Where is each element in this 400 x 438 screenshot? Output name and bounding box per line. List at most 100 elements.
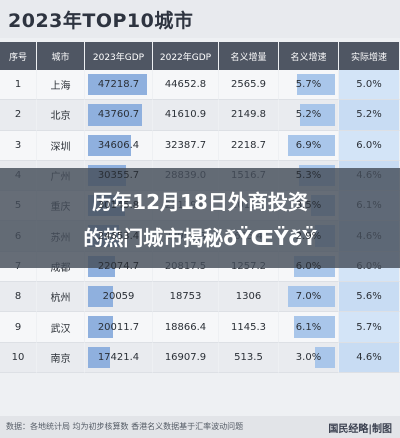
cell-nominal-increase: 513.5 xyxy=(219,342,279,373)
cell-nominal-increase-text: 2218.7 xyxy=(231,139,266,151)
cell-nominal-growth: 3.0% xyxy=(279,342,339,373)
growth-bar xyxy=(294,316,335,338)
cell-real-growth: 4.6% xyxy=(339,342,400,373)
cell-nominal-increase: 1306 xyxy=(219,282,279,313)
cell-real-growth: 6.0% xyxy=(339,130,400,161)
cell-real-growth-text: 6.0% xyxy=(356,139,382,151)
table-row: 8 杭州 20059 18753 1306 7.0% 5.6% xyxy=(0,282,400,313)
cell-nominal-increase: 2565.9 xyxy=(219,70,279,101)
cell-rank-text: 1 xyxy=(14,79,22,91)
cell-gdp2023-text: 22074.7 xyxy=(97,260,140,272)
cell-rank: 8 xyxy=(0,282,37,313)
cell-real-growth-text: 4.6% xyxy=(356,351,382,363)
cell-rank-text: 3 xyxy=(14,139,22,151)
cell-rank-text: 9 xyxy=(14,321,22,333)
cell-gdp2023: 17421.4 xyxy=(85,342,153,373)
cell-real-growth-text: 5.7% xyxy=(356,321,382,333)
cell-gdp2023: 43760.7 xyxy=(85,100,153,131)
headline-line-2: 的热门城市揭秘ðŸŒŸðŸ xyxy=(83,226,317,250)
gdp-bar xyxy=(88,134,131,156)
headline-overlay: 历年12月18日外商投资 的热门城市揭秘ðŸŒŸðŸ xyxy=(0,168,400,268)
cell-gdp2023-text: 34606.4 xyxy=(97,139,140,151)
cell-rank: 1 xyxy=(0,70,37,101)
page-title: 2023年TOP10城市 xyxy=(8,10,194,32)
cell-city-text: 成都 xyxy=(50,262,71,274)
cell-nominal-growth-text: 5.2% xyxy=(295,109,322,121)
cell-city-text: 南京 xyxy=(50,353,71,365)
brand-mark: 国民经略|制图 xyxy=(328,424,392,435)
cell-rank: 9 xyxy=(0,312,37,343)
cell-nominal-growth-text: 6.9% xyxy=(295,139,322,151)
cell-gdp2023-text: 43760.7 xyxy=(97,109,140,121)
growth-bar xyxy=(297,74,335,96)
cell-gdp2022-text: 18753 xyxy=(169,291,202,303)
growth-bar xyxy=(288,286,335,308)
cell-rank-text: 10 xyxy=(11,351,25,363)
cell-gdp2022: 18866.4 xyxy=(153,312,219,343)
cell-nominal-growth-text: 7.0% xyxy=(295,291,322,303)
header-gdp2022: 2022年GDP xyxy=(153,42,219,70)
cell-real-growth-text: 5.2% xyxy=(356,109,382,121)
cell-gdp2023: 47218.7 xyxy=(85,70,153,101)
cell-gdp2023: 20059 xyxy=(85,282,153,313)
table-row: 2 北京 43760.7 41610.9 2149.8 5.2% 5.2% xyxy=(0,100,400,131)
cell-gdp2022-text: 18866.4 xyxy=(164,321,207,333)
cell-real-growth-text: 5.0% xyxy=(356,79,382,91)
cell-nominal-increase-text: 1306 xyxy=(235,291,262,303)
cell-real-growth-text: 5.6% xyxy=(356,291,382,303)
table-row: 9 武汉 20011.7 18866.4 1145.3 6.1% 5.7% xyxy=(0,312,400,343)
table-row: 1 上海 47218.7 44652.8 2565.9 5.7% 5.0% xyxy=(0,70,400,101)
cell-nominal-increase: 2218.7 xyxy=(219,130,279,161)
cell-city: 上海 xyxy=(37,70,85,101)
source-note: 数据：各地统计局 均为初步核算数 香港名义数据基于汇率波动问题 xyxy=(6,422,244,431)
cell-nominal-growth: 7.0% xyxy=(279,282,339,313)
header-nominal-growth: 名义增速 xyxy=(279,42,339,70)
cell-gdp2023-text: 47218.7 xyxy=(97,79,140,91)
cell-rank-text: 8 xyxy=(14,291,22,303)
cell-gdp2022: 16907.9 xyxy=(153,342,219,373)
cell-real-growth: 5.7% xyxy=(339,312,400,343)
growth-bar xyxy=(300,104,335,126)
cell-real-growth: 5.2% xyxy=(339,100,400,131)
cell-city: 武汉 xyxy=(37,312,85,343)
cell-gdp2022-text: 44652.8 xyxy=(164,79,207,91)
cell-nominal-growth: 5.2% xyxy=(279,100,339,131)
header-rank: 序号 xyxy=(0,42,37,70)
cell-gdp2023-text: 30145.8 xyxy=(97,200,140,212)
cell-rank: 2 xyxy=(0,100,37,131)
headline-line-1: 历年12月18日外商投资 xyxy=(92,190,308,214)
header-nominal-increase: 名义增量 xyxy=(219,42,279,70)
cell-nominal-growth: 6.9% xyxy=(279,130,339,161)
title-bar: 2023年TOP10城市 xyxy=(0,0,400,38)
cell-nominal-increase: 1145.3 xyxy=(219,312,279,343)
cell-gdp2022: 44652.8 xyxy=(153,70,219,101)
header-real-growth: 实际增速 xyxy=(339,42,400,70)
gdp-bar xyxy=(88,346,110,368)
cell-city: 杭州 xyxy=(37,282,85,313)
cell-nominal-increase-text: 2565.9 xyxy=(231,79,266,91)
cell-city-text: 武汉 xyxy=(50,323,71,335)
cell-gdp2023-text: 17421.4 xyxy=(97,351,140,363)
cell-nominal-growth-text: 5.7% xyxy=(295,79,322,91)
cell-gdp2023-text: 20059 xyxy=(102,291,135,303)
cell-nominal-growth: 5.7% xyxy=(279,70,339,101)
cell-gdp2022-text: 32387.7 xyxy=(164,139,207,151)
cell-city: 南京 xyxy=(37,342,85,373)
cell-nominal-increase-text: 1145.3 xyxy=(231,321,266,333)
cell-city: 北京 xyxy=(37,100,85,131)
cell-nominal-growth-text: 2.9% xyxy=(295,230,322,242)
gdp-bar xyxy=(88,74,147,96)
gdp-bar xyxy=(88,286,113,308)
cell-nominal-increase-text: 513.5 xyxy=(234,351,263,363)
gdp-bar xyxy=(88,104,142,126)
cell-gdp2023: 20011.7 xyxy=(85,312,153,343)
gdp-bar xyxy=(88,316,113,338)
cell-nominal-growth-text: 3.0% xyxy=(295,351,322,363)
cell-nominal-growth: 6.1% xyxy=(279,312,339,343)
cell-rank-text: 2 xyxy=(14,109,22,121)
cell-gdp2022: 41610.9 xyxy=(153,100,219,131)
cell-gdp2023-text: 30355.7 xyxy=(97,170,140,182)
cell-nominal-increase-text: 2149.8 xyxy=(231,109,266,121)
table-header-row: 序号 城市 2023年GDP 2022年GDP 名义增量 名义增速 实际增速 xyxy=(0,42,400,70)
cell-real-growth: 5.6% xyxy=(339,282,400,313)
